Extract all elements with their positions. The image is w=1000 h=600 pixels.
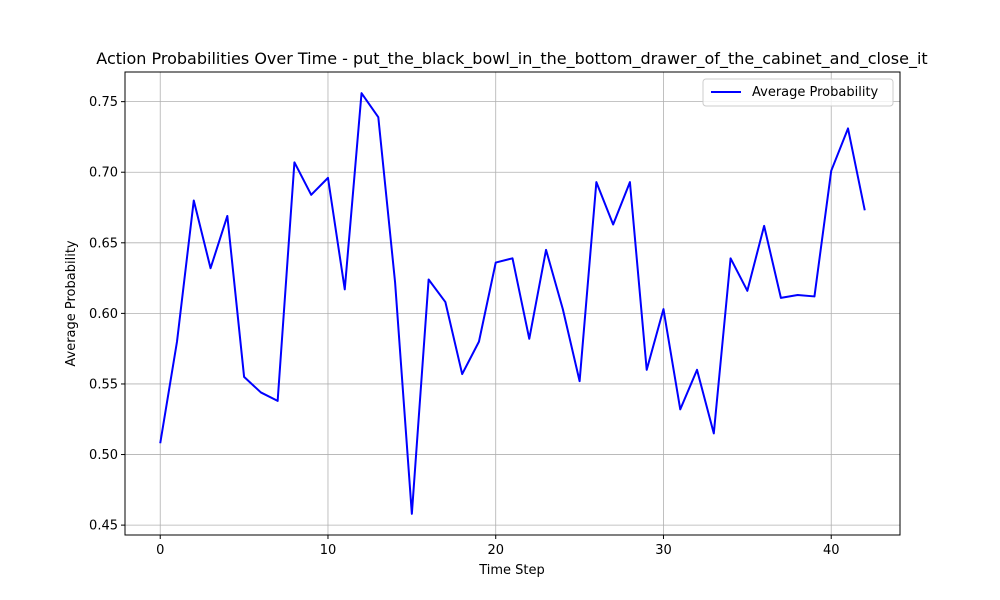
series-lines	[159, 92, 866, 515]
y-tick-label: 0.75	[89, 95, 118, 110]
data-point	[646, 369, 648, 371]
data-point	[612, 223, 614, 225]
data-point	[428, 279, 430, 281]
data-point	[679, 408, 681, 410]
data-point	[528, 338, 530, 340]
data-point	[277, 400, 279, 402]
data-point	[696, 369, 698, 371]
data-point	[495, 262, 497, 264]
x-tick-label: 10	[320, 543, 337, 558]
x-tick-label: 30	[655, 543, 672, 558]
data-point	[512, 257, 514, 259]
data-point	[377, 116, 379, 118]
legend-label-average-probability: Average Probability	[752, 85, 879, 100]
data-point	[310, 194, 312, 196]
series-line-average-probability	[159, 92, 866, 515]
data-point	[864, 209, 866, 211]
chart-title: Action Probabilities Over Time - put_the…	[96, 49, 927, 69]
legend-box	[702, 78, 894, 107]
data-point	[746, 290, 748, 292]
data-point	[344, 288, 346, 290]
data-point	[629, 181, 631, 183]
data-point	[478, 341, 480, 343]
y-tick-label: 0.70	[89, 166, 118, 181]
y-axis-label: Average Probability	[64, 240, 79, 367]
x-axis-label: Time Step	[478, 563, 545, 578]
data-point	[159, 442, 161, 444]
data-point	[461, 373, 463, 375]
grid-lines	[125, 72, 900, 535]
x-tick-label: 20	[487, 543, 504, 558]
y-tick-label: 0.65	[89, 236, 118, 251]
data-point	[327, 177, 329, 179]
data-point	[730, 257, 732, 259]
y-tick-label: 0.50	[89, 448, 118, 463]
data-point	[847, 127, 849, 129]
data-point	[394, 281, 396, 283]
data-point	[226, 215, 228, 217]
y-tick-label: 0.60	[89, 307, 118, 322]
data-point	[193, 199, 195, 201]
legend: Average Probability	[702, 78, 894, 107]
y-axis-ticks: 0.45 0.50 0.55 0.60 0.65 0.70 0.75	[89, 95, 125, 534]
data-point	[595, 181, 597, 183]
data-point	[545, 249, 547, 251]
data-point	[411, 513, 413, 515]
y-tick-label: 0.45	[89, 519, 118, 534]
y-tick-label: 0.55	[89, 377, 118, 392]
data-point	[797, 294, 799, 296]
data-point	[662, 308, 664, 310]
x-tick-label: 0	[156, 543, 164, 558]
data-point	[361, 92, 363, 94]
data-point	[260, 391, 262, 393]
data-point	[444, 301, 446, 303]
plot-area-frame	[124, 71, 901, 536]
data-point	[830, 170, 832, 172]
data-point	[176, 341, 178, 343]
data-point	[243, 376, 245, 378]
x-tick-label: 40	[823, 543, 840, 558]
data-point	[713, 432, 715, 434]
x-axis-ticks: 0 10 20 30 40	[156, 535, 839, 558]
data-point	[293, 161, 295, 163]
data-point	[579, 380, 581, 382]
data-point	[813, 295, 815, 297]
data-point	[780, 297, 782, 299]
data-point	[210, 267, 212, 269]
data-point	[763, 225, 765, 227]
data-point	[562, 308, 564, 310]
